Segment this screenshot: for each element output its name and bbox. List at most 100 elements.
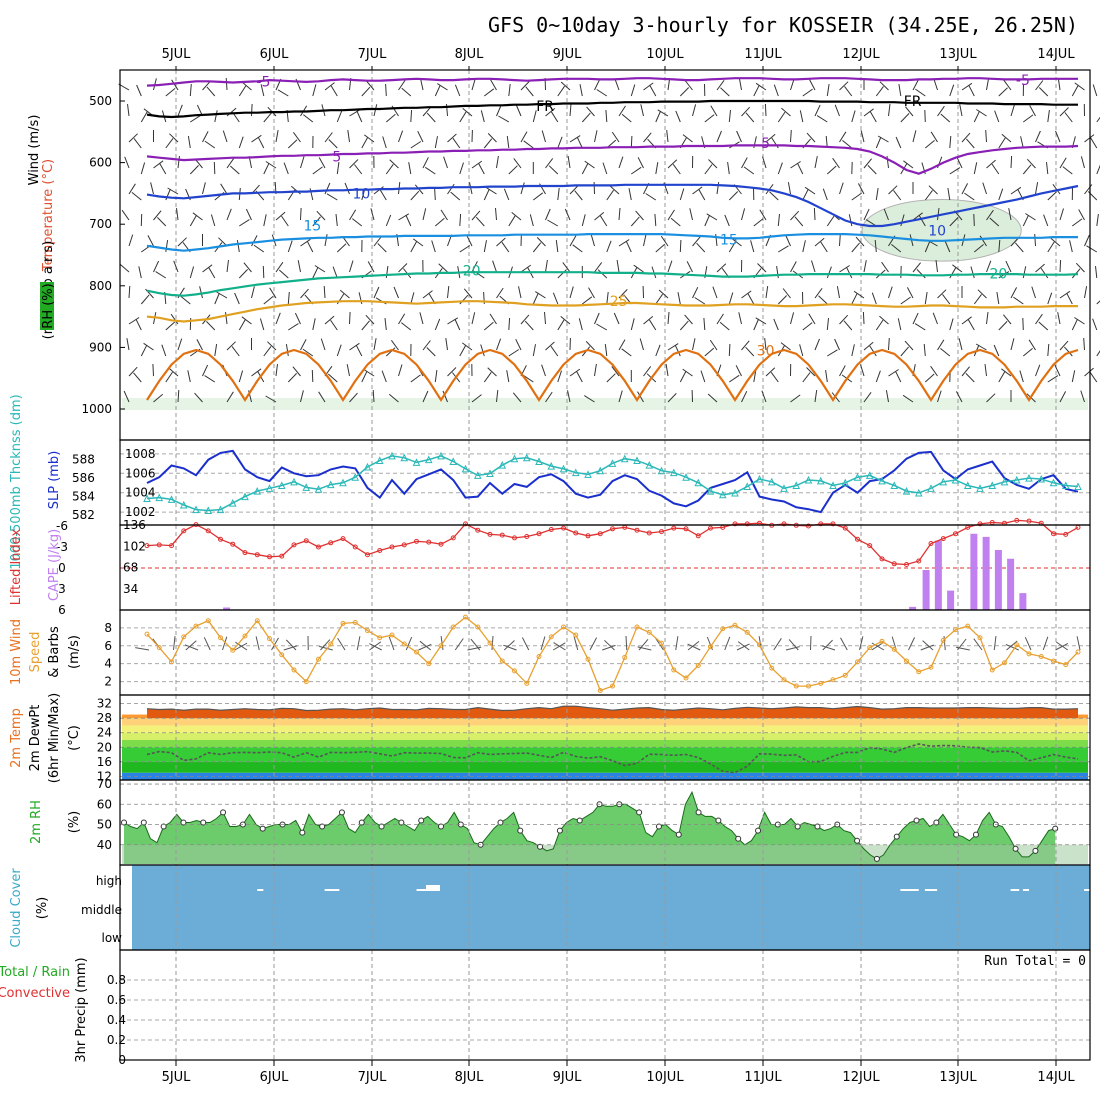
upper-wind-barb <box>422 208 427 221</box>
thickness-point-27 <box>473 471 482 479</box>
rh-point-48 <box>438 823 445 830</box>
upper-wind-barb <box>949 84 955 97</box>
wind10-point-0 <box>144 631 150 637</box>
p1-ytick-800: 800 <box>89 279 112 293</box>
upper-wind-barb <box>814 288 823 299</box>
upper-wind-barb <box>1075 262 1085 273</box>
upper-wind-barb <box>716 313 724 325</box>
upper-wind-barb <box>434 136 438 149</box>
upper-wind-barb <box>728 343 731 357</box>
upper-wind-barb <box>557 188 560 201</box>
wind10-point-65 <box>940 637 946 643</box>
upper-wind-barb <box>168 367 179 377</box>
upper-wind-barb <box>440 209 448 221</box>
wind10-point-67 <box>965 623 971 629</box>
wind10-point-35 <box>573 632 579 638</box>
upper-wind-barb <box>1026 158 1036 169</box>
upper-wind-barb <box>883 208 889 221</box>
upper-wind-barb <box>336 344 342 357</box>
upper-wind-barb <box>782 288 791 299</box>
upper-wind-barb <box>312 166 323 175</box>
rh-point-63 <box>537 843 544 850</box>
upper-wind-barb <box>445 338 448 351</box>
upper-wind-barb <box>569 235 577 247</box>
p3-li-tick--6: -6 <box>56 519 68 533</box>
thickness-point-16 <box>339 478 347 487</box>
upper-wind-barb <box>949 167 961 175</box>
p3-li-tick--3: -3 <box>56 540 68 554</box>
upper-wind-barb <box>372 389 375 403</box>
upper-wind-barb <box>703 317 706 331</box>
upper-wind-barb <box>288 323 299 331</box>
series-rh2m <box>123 790 1056 860</box>
upper-wind-barb <box>905 106 914 117</box>
upper-wind-barb <box>667 311 670 325</box>
upper-wind-barb <box>986 78 990 91</box>
thickness-point-43 <box>669 468 678 477</box>
upper-wind-barb <box>826 165 837 175</box>
rh-low-band <box>122 844 1088 864</box>
upper-wind-barb <box>1047 343 1050 357</box>
lifted-point-34 <box>561 525 566 531</box>
upper-wind-barb <box>316 210 326 221</box>
upper-wind-barb <box>937 208 940 221</box>
upper-wind-barb <box>949 217 959 227</box>
upper-wind-barb <box>1057 312 1061 325</box>
upper-wind-barb <box>924 109 926 123</box>
upper-wind-barb <box>336 110 343 123</box>
date-label-top-11JUL: 11JUL <box>744 47 782 62</box>
upper-wind-barb <box>361 86 371 97</box>
upper-wind-barb <box>692 104 697 117</box>
upper-wind-barb <box>253 244 265 253</box>
upper-wind-barb <box>487 133 497 143</box>
thickness-point-31 <box>522 453 531 462</box>
wind10-point-74 <box>1051 658 1056 664</box>
wind10-point-52 <box>781 677 787 683</box>
upper-wind-barb <box>398 130 404 143</box>
upper-wind-barb <box>520 264 532 273</box>
upper-wind-barb <box>777 295 788 305</box>
upper-wind-barb <box>741 340 750 351</box>
upper-wind-barb <box>753 318 760 331</box>
wind10-barb <box>235 641 248 651</box>
label-wind: Wind (m/s) <box>27 115 42 186</box>
upper-wind-barb <box>236 240 240 253</box>
upper-wind-barb <box>755 82 767 91</box>
upper-wind-barb <box>226 260 229 273</box>
upper-wind-barb <box>912 312 919 325</box>
upper-wind-barb <box>851 192 862 201</box>
upper-wind-barb <box>955 391 963 403</box>
wind10-barb <box>687 641 700 651</box>
upper-wind-barb <box>226 391 234 403</box>
upper-wind-barb <box>318 391 326 403</box>
lifted-point-65 <box>940 536 946 542</box>
rh-point-60 <box>517 827 524 834</box>
upper-wind-barb <box>924 190 933 201</box>
upper-wind-barb <box>628 188 632 201</box>
upper-wind-barb <box>278 269 289 279</box>
isotherm--5 <box>146 77 1078 87</box>
upper-wind-barb <box>275 130 279 143</box>
upper-wind-barb <box>1001 133 1012 143</box>
lifted-point-20 <box>389 544 395 550</box>
upper-wind-barb <box>243 262 252 273</box>
upper-wind-barb <box>839 365 846 377</box>
upper-wind-barb <box>541 130 546 143</box>
upper-wind-barb <box>347 130 350 143</box>
lifted-point-13 <box>303 538 309 544</box>
upper-wind-barb <box>202 364 209 377</box>
upper-wind-barb <box>1029 105 1036 117</box>
upper-wind-barb <box>1084 184 1093 195</box>
upper-wind-barb <box>813 207 816 221</box>
wind10-barb <box>788 639 799 651</box>
upper-wind-barb <box>275 211 286 221</box>
upper-wind-barb <box>287 240 293 253</box>
upper-wind-barb <box>679 239 682 253</box>
upper-wind-barb <box>728 110 731 123</box>
thickness-point-33 <box>547 461 556 470</box>
thickness-point-0 <box>143 494 151 502</box>
upper-wind-barb <box>989 217 1000 227</box>
upper-wind-barb <box>692 236 701 247</box>
upper-wind-barb <box>354 164 363 175</box>
upper-wind-barb <box>586 106 595 117</box>
